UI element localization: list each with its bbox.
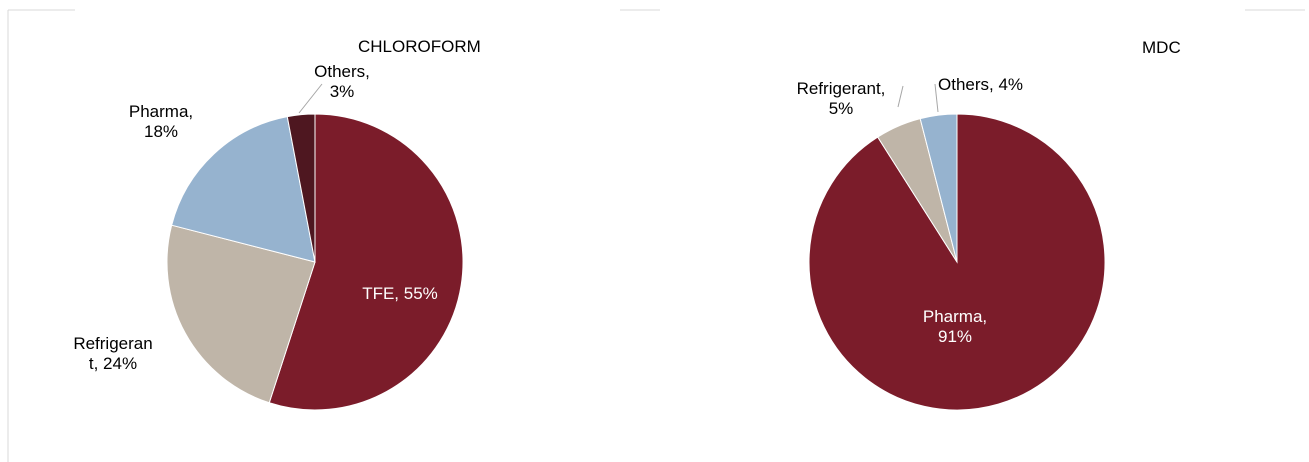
slice-label: Refrigerant, 5% [797, 79, 886, 118]
leader-line [897, 85, 904, 108]
pie-slice-pharma [171, 116, 316, 263]
slice-label: Others, 3% [314, 62, 370, 101]
chloroform-pie-chart: CHLOROFORM TFE, 55% Refrigeran t, 24% Pharm… [73, 37, 481, 411]
slice-label: Pharma, 91% [923, 307, 987, 346]
pie-slice-tfe [268, 113, 464, 411]
leader-line [934, 83, 939, 113]
leader-line [298, 83, 323, 114]
mdc-title: MDC [1142, 38, 1181, 57]
pie-slice-others [919, 113, 958, 263]
slice-label: Pharma, 18% [129, 102, 193, 141]
chloroform-labels: TFE, 55% Refrigeran t, 24% Pharma, 18% Others… [73, 62, 437, 373]
slice-label: Refrigeran t, 24% [73, 334, 152, 373]
slice-label: Others, 4% [938, 75, 1023, 94]
pie-slice-refrigerant [166, 224, 316, 404]
chloroform-slices [166, 113, 464, 411]
chloroform-title: CHLOROFORM [358, 37, 481, 56]
pie-slice-others [286, 113, 316, 263]
mdc-labels: Pharma, 91% Refrigerant, 5% Others, 4% [797, 75, 1023, 346]
mdc-slices [808, 113, 1106, 411]
slice-label: TFE, 55% [362, 284, 438, 303]
mdc-pie-chart: MDC Pharma, 91% Refrigerant, 5% Others, 4% [797, 38, 1181, 411]
